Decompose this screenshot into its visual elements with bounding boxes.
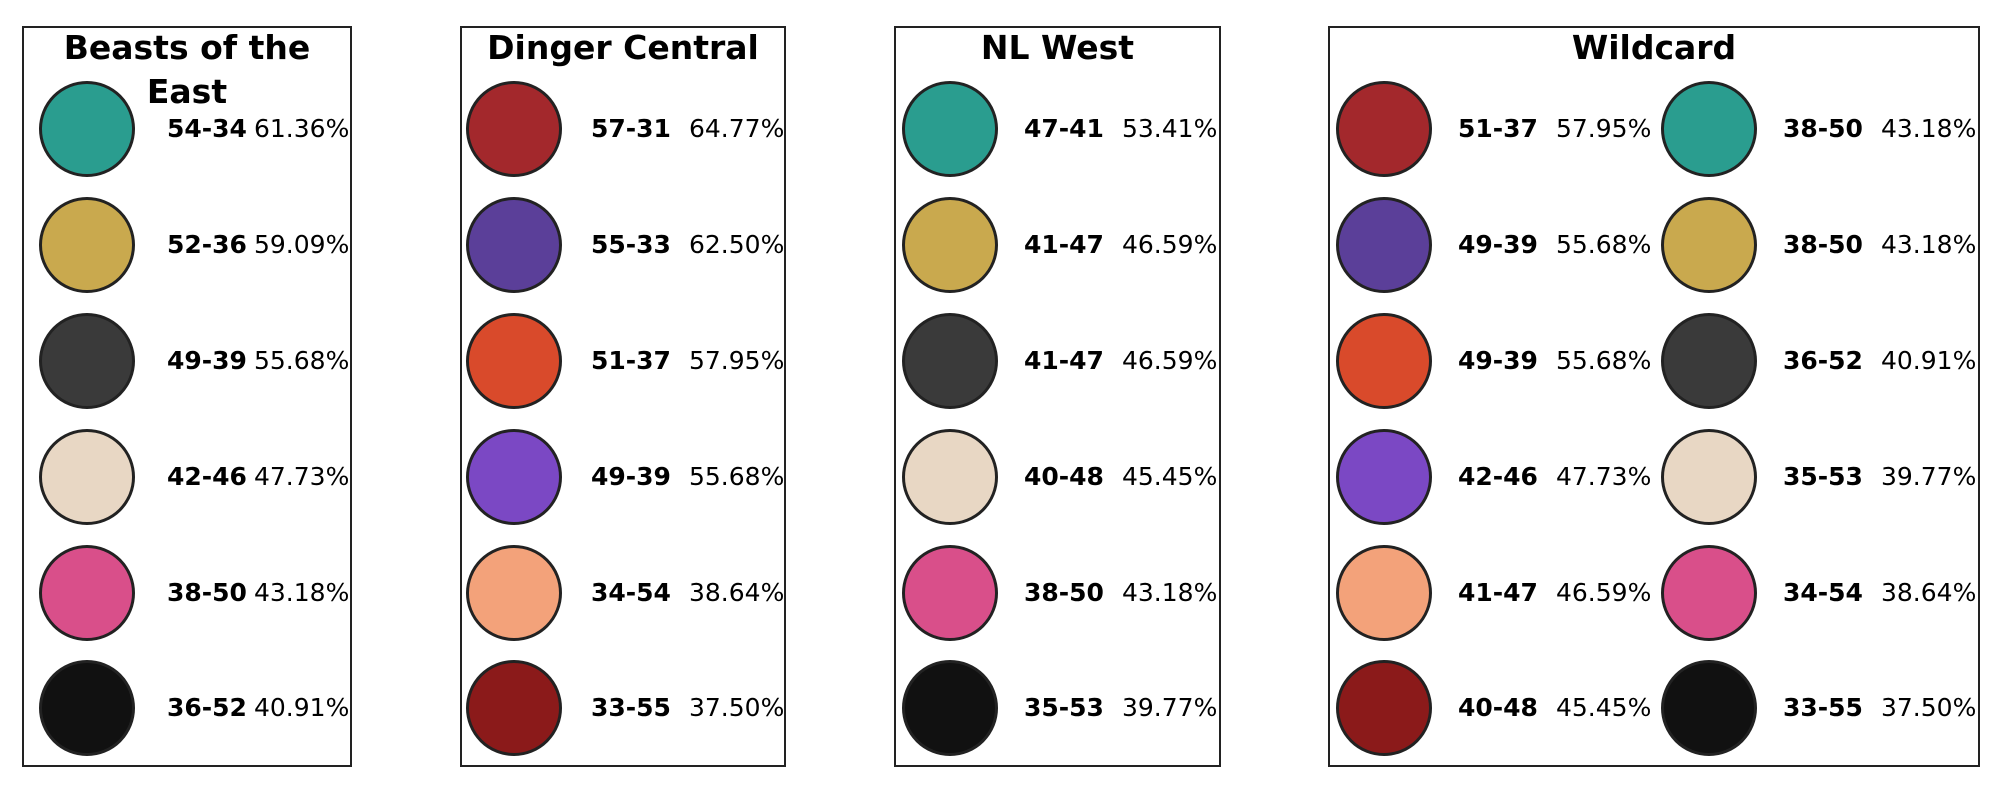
team-logo [39,545,135,641]
team-logo [1336,660,1432,756]
win-percentage: 55.68% [1556,346,1652,375]
win-percentage: 57.95% [1556,114,1652,143]
win-percentage: 55.68% [689,462,785,491]
win-percentage: 45.45% [1556,693,1652,722]
team-record: 41-47 [1024,230,1104,259]
team-record: 42-46 [167,462,247,491]
win-percentage: 40.91% [254,693,350,722]
team-record: 49-39 [1458,230,1538,259]
win-percentage: 55.68% [254,346,350,375]
team-record: 49-39 [167,346,247,375]
team-logo [466,197,562,293]
team-record: 34-54 [591,578,671,607]
team-record: 41-47 [1458,578,1538,607]
team-logo [902,429,998,525]
team-logo [1661,429,1757,525]
division-panel [22,26,352,767]
division-panel [460,26,786,767]
team-record: 42-46 [1458,462,1538,491]
win-percentage: 45.45% [1122,462,1218,491]
win-percentage: 37.50% [689,693,785,722]
win-percentage: 59.09% [254,230,350,259]
win-percentage: 53.41% [1122,114,1218,143]
team-logo [1336,313,1432,409]
team-logo [1336,197,1432,293]
team-logo [1661,545,1757,641]
team-logo [39,313,135,409]
team-record: 40-48 [1458,693,1538,722]
team-logo [39,429,135,525]
team-logo [1336,545,1432,641]
division-title: Dinger Central [487,28,759,67]
team-logo [39,81,135,177]
team-logo [466,313,562,409]
win-percentage: 46.59% [1122,230,1218,259]
win-percentage: 55.68% [1556,230,1652,259]
team-record: 40-48 [1024,462,1104,491]
team-record: 38-50 [167,578,247,607]
win-percentage: 43.18% [1881,230,1977,259]
team-record: 51-37 [591,346,671,375]
win-percentage: 61.36% [254,114,350,143]
team-record: 38-50 [1783,114,1863,143]
win-percentage: 46.59% [1556,578,1652,607]
team-record: 38-50 [1783,230,1863,259]
win-percentage: 62.50% [689,230,785,259]
win-percentage: 46.59% [1122,346,1218,375]
team-record: 57-31 [591,114,671,143]
team-record: 33-55 [1783,693,1863,722]
team-logo [902,545,998,641]
team-record: 36-52 [1783,346,1863,375]
win-percentage: 47.73% [1556,462,1652,491]
division-panel [1328,26,1980,767]
win-percentage: 39.77% [1122,693,1218,722]
team-record: 55-33 [591,230,671,259]
team-logo [902,660,998,756]
team-logo [466,660,562,756]
team-logo [39,660,135,756]
team-logo [466,545,562,641]
team-record: 49-39 [591,462,671,491]
win-percentage: 38.64% [1881,578,1977,607]
team-logo [1336,429,1432,525]
team-record: 49-39 [1458,346,1538,375]
team-record: 52-36 [167,230,247,259]
division-title: Beasts of the East [63,28,311,111]
win-percentage: 37.50% [1881,693,1977,722]
win-percentage: 64.77% [689,114,785,143]
team-record: 51-37 [1458,114,1538,143]
division-title: Wildcard [1571,28,1737,67]
team-record: 47-41 [1024,114,1104,143]
team-record: 36-52 [167,693,247,722]
team-logo [39,197,135,293]
division-title: NL West [980,28,1135,67]
win-percentage: 47.73% [254,462,350,491]
team-logo [1661,81,1757,177]
team-record: 34-54 [1783,578,1863,607]
win-percentage: 43.18% [254,578,350,607]
win-percentage: 40.91% [1881,346,1977,375]
team-record: 41-47 [1024,346,1104,375]
team-logo [902,197,998,293]
team-logo [466,81,562,177]
team-record: 38-50 [1024,578,1104,607]
team-logo [902,313,998,409]
win-percentage: 39.77% [1881,462,1977,491]
team-logo [1661,313,1757,409]
win-percentage: 43.18% [1881,114,1977,143]
team-record: 35-53 [1024,693,1104,722]
team-record: 35-53 [1783,462,1863,491]
team-logo [1336,81,1432,177]
team-record: 33-55 [591,693,671,722]
team-record: 54-34 [167,114,247,143]
team-logo [466,429,562,525]
team-logo [1661,660,1757,756]
win-percentage: 43.18% [1122,578,1218,607]
win-percentage: 57.95% [689,346,785,375]
team-logo [1661,197,1757,293]
team-logo [902,81,998,177]
division-panel [894,26,1221,767]
win-percentage: 38.64% [689,578,785,607]
